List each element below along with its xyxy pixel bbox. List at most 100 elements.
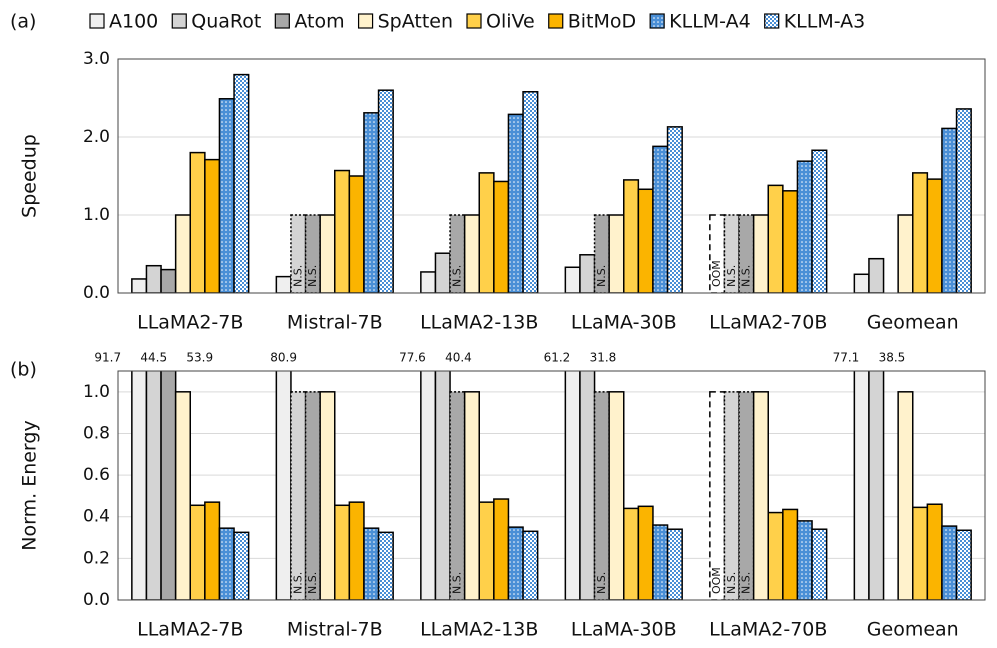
bar	[637, 505, 654, 600]
y-tick-label: 0.4	[83, 507, 110, 527]
bar	[363, 527, 380, 600]
placeholder-bar	[709, 214, 726, 293]
bar	[420, 271, 437, 293]
bar	[666, 126, 683, 293]
bar	[752, 214, 770, 293]
bar	[579, 371, 596, 600]
bar	[564, 371, 581, 600]
bar	[275, 275, 292, 293]
data-label: 31.8	[590, 351, 617, 365]
legend-swatch	[764, 13, 780, 29]
bar	[652, 145, 669, 293]
x-tick-label: LLaMA2-13B	[420, 312, 538, 334]
placeholder-label: N.S.	[291, 572, 304, 594]
x-tick-label: Geomean	[867, 312, 959, 334]
y-tick-label: 0.0	[83, 590, 110, 610]
placeholder-bar	[304, 391, 321, 600]
bar	[522, 91, 539, 293]
bar	[623, 507, 640, 600]
bar	[131, 371, 148, 600]
legend-swatch	[466, 13, 482, 29]
bar	[160, 371, 177, 600]
bar	[131, 278, 148, 293]
bar	[420, 371, 437, 600]
bar	[493, 498, 510, 600]
bar	[478, 172, 495, 293]
x-tick-label: LLaMA2-70B	[709, 619, 827, 641]
placeholder-label: N.S.	[595, 572, 608, 594]
plot-frame	[117, 58, 986, 294]
legend-label: BitMoD	[568, 11, 636, 33]
placeholder-bar	[709, 391, 726, 600]
bar	[363, 112, 380, 293]
x-tick-label: LLaMA-30B	[571, 619, 677, 641]
x-tick-label: LLaMA2-13B	[420, 619, 538, 641]
legend-swatch	[357, 13, 374, 29]
bar	[811, 528, 828, 600]
placeholder-bar	[723, 391, 740, 600]
bar	[319, 214, 336, 293]
y-axis-label: Speedup	[19, 134, 41, 218]
bar	[174, 391, 191, 600]
bar	[767, 511, 784, 600]
legend-label: Atom	[294, 11, 344, 33]
bar	[145, 264, 162, 293]
placeholder-bar	[738, 391, 755, 600]
placeholder-label: N.S.	[291, 265, 304, 287]
placeholder-label: N.S.	[725, 572, 738, 594]
bar	[434, 371, 451, 600]
placeholder-label: OOM	[710, 260, 723, 287]
data-label: 44.5	[140, 351, 167, 365]
bar	[608, 391, 625, 600]
bar	[348, 501, 365, 600]
bar	[319, 391, 336, 600]
bar	[666, 528, 683, 600]
data-label: 53.9	[186, 351, 213, 365]
bar	[493, 180, 510, 293]
bar	[853, 371, 870, 600]
bar	[652, 524, 669, 600]
plot-frame	[117, 370, 986, 601]
bar	[145, 371, 162, 600]
legend-swatch	[171, 13, 187, 29]
bar	[507, 526, 524, 600]
bar	[564, 266, 581, 293]
x-tick-label: LLaMA2-7B	[137, 619, 243, 641]
bar	[912, 172, 929, 293]
placeholder-label: N.S.	[739, 572, 752, 594]
bar	[955, 529, 972, 600]
bar	[507, 113, 524, 293]
placeholder-label: N.S.	[306, 572, 319, 594]
legend-swatch	[89, 13, 105, 29]
bar	[782, 508, 799, 600]
y-tick-label: 1.0	[83, 382, 110, 402]
bar	[608, 214, 625, 293]
legend-label: KLLM-A3	[784, 11, 866, 33]
legend-label: A100	[109, 11, 158, 33]
bar	[348, 175, 365, 293]
bar	[334, 169, 351, 293]
bar	[868, 257, 885, 293]
data-label: 77.1	[833, 351, 860, 365]
x-tick-label: Geomean	[867, 619, 959, 641]
placeholder-label: N.S.	[725, 265, 738, 287]
x-tick-label: Mistral-7B	[287, 312, 383, 334]
y-tick-label: 0.6	[83, 465, 110, 485]
legend-label: KLLM-A4	[669, 11, 751, 33]
placeholder-label: N.S.	[450, 572, 463, 594]
bar	[796, 160, 813, 293]
bar	[233, 73, 250, 293]
placeholder-label: OOM	[710, 567, 723, 594]
bar	[233, 531, 250, 600]
x-tick-label: LLaMA2-7B	[137, 312, 243, 334]
placeholder-bar	[290, 391, 307, 600]
bar	[941, 127, 958, 293]
bar	[218, 98, 235, 293]
bar	[853, 273, 870, 293]
plot-area	[131, 371, 972, 600]
bar	[204, 501, 221, 600]
bar	[811, 149, 828, 293]
bar	[767, 184, 784, 293]
bar	[434, 252, 451, 293]
